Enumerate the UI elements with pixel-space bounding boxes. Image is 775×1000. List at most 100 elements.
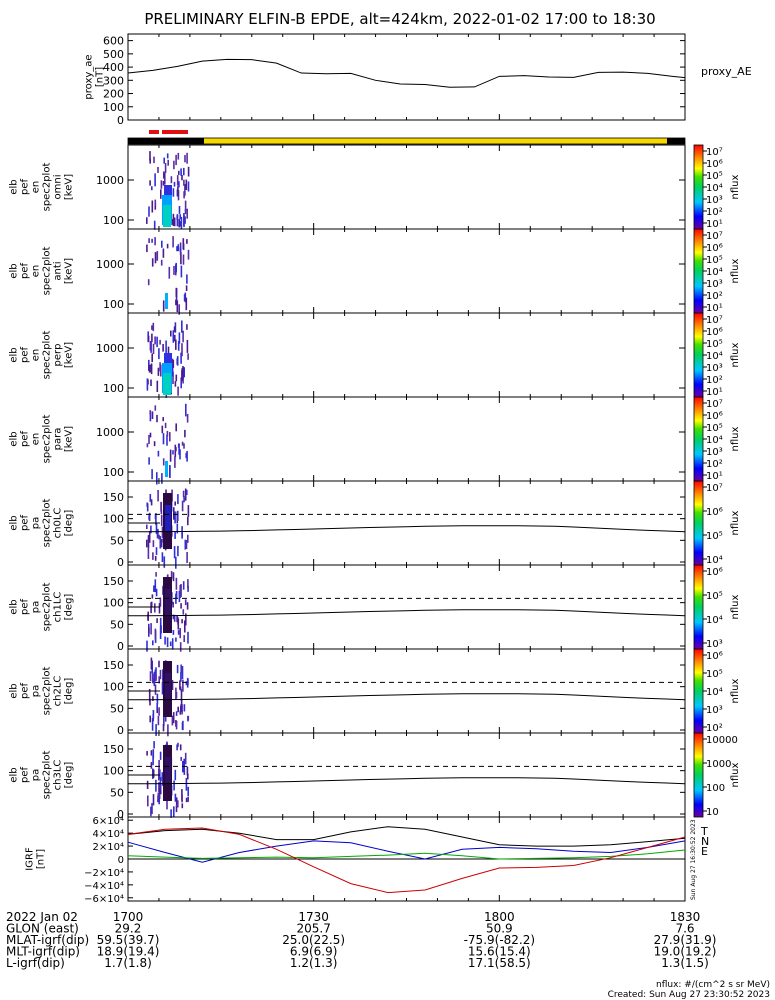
spec2plot-para-ylabel: para (53, 428, 64, 451)
footer-cell: 1700 (113, 910, 144, 924)
pa-ch1LC-ytick-label: 50 (110, 618, 124, 631)
spec2plot-perp-pixel (178, 332, 181, 344)
footer-row-label: L-igrf(dip) (6, 956, 65, 970)
spec2plot-anti-ytick-label: 1000 (96, 258, 124, 271)
spec2plot-perp-pixel (151, 325, 153, 330)
pa-ch3LC-pixel (186, 766, 189, 776)
spec2plot-perp-pixel (160, 364, 162, 377)
pa-ch3LC-colorbar-tick-label: 1000 (706, 759, 731, 770)
spec2plot-omni-pixel (160, 189, 162, 199)
spec2plot-perp-frame (127, 312, 686, 398)
pa-ch1LC-pixel (173, 614, 176, 622)
pa-ch1LC-ylabel: pa (31, 601, 42, 613)
spec2plot-omni-pixel (173, 217, 176, 227)
pa-ch1LC-pixel (172, 601, 174, 608)
pa-ch0LC-ylabel: elb (9, 515, 20, 530)
pa-ch3LC-pixel (175, 797, 178, 806)
pa-ch3LC-pixel (146, 751, 148, 756)
pa-ch0LC-pixel (146, 539, 148, 548)
pa-ch1LC-pixel (185, 613, 187, 626)
spec2plot-para-pixel (183, 443, 185, 449)
pa-ch2LC-pixel (151, 673, 154, 684)
spec2plot-para-pixel (157, 450, 160, 457)
spec2plot-perp-colorbar-tick-label: 10⁴ (706, 351, 723, 362)
spec2plot-perp-pixel (181, 343, 183, 357)
spec2plot-omni-pixel (164, 172, 166, 185)
igrf-ytick-label: 2×10⁴ (93, 842, 124, 853)
pa-ch3LC-pixel (162, 778, 164, 786)
pa-ch2LC-pixel (158, 660, 160, 668)
spec2plot-anti-colorbar-tick-label: 10² (706, 291, 723, 302)
pa-ch3LC-ylabel: ch3LC (53, 760, 64, 791)
pa-ch3LC-pixel (166, 798, 168, 810)
spec2plot-para-pixel (148, 457, 150, 465)
spec2plot-anti-flux-patch (165, 293, 168, 309)
spec2plot-para-pixel (166, 434, 168, 446)
pa-ch2LC-pixel (181, 666, 184, 679)
pa-ch1LC-pixel (180, 584, 182, 598)
pa-ch1LC-pixel (152, 640, 154, 646)
spec2plot-perp-ytick-label: 100 (103, 382, 124, 395)
spec2plot-anti-pixel (161, 240, 163, 248)
spec2plot-para-colorbar-tick-label: 10⁶ (706, 411, 723, 422)
pa-ch3LC-pixel (158, 793, 160, 805)
pa-ch2LC-pixel (155, 667, 157, 680)
pa-ch0LC-pixel (187, 534, 189, 543)
pa-ch0LC-colorbar (693, 480, 704, 566)
footer-row-label: MLAT-igrf(dip) (6, 933, 89, 947)
pa-ch3LC-pixel (152, 769, 155, 778)
pa-ch1LC-pixel (184, 620, 186, 633)
pa-ch2LC-ylabel: ch2LC (53, 676, 64, 707)
pa-ch2LC-ylabel: pef (20, 683, 31, 700)
spec2plot-omni-pixel (151, 200, 154, 213)
units-note: nflux: #/(cm^2 s sr MeV) (656, 980, 770, 990)
pa-ch0LC-pixel (182, 490, 185, 498)
pa-ch0LC-pixel (177, 510, 179, 521)
pa-ch3LC-ylabel: elb (9, 767, 20, 782)
proxy-ae-ytick-label: 300 (103, 74, 124, 87)
pa-ch1LC-pixel (150, 601, 153, 607)
pa-ch2LC-flux-patch (165, 673, 171, 699)
pa-ch1LC-pixel (148, 627, 150, 634)
spec2plot-para-pixel (156, 414, 158, 423)
spec2plot-anti-pixel (182, 238, 185, 250)
spec2plot-perp-pixel (177, 386, 179, 396)
pa-ch0LC-pixel (147, 547, 150, 559)
pa-ch0LC-pixel (181, 526, 183, 539)
spec2plot-omni-colorbar-tick-label: 10⁷ (706, 147, 723, 158)
pa-ch0LC-ylabel: ch0LC (53, 508, 64, 539)
spec2plot-omni-ylabel: omni (53, 175, 64, 200)
spec2plot-anti-ylabel: [keV] (64, 258, 75, 284)
spec2plot-perp-pixel (158, 348, 160, 360)
pa-ch2LC-ytick-label: 0 (117, 724, 124, 737)
pa-ch3LC-ylabel: pa (31, 769, 42, 781)
pa-ch0LC-pixel (148, 530, 151, 543)
pa-ch3LC-pixel (151, 803, 153, 814)
proxy-ae-ytick-label: 600 (103, 35, 124, 48)
pa-ch2LC-pixel (167, 724, 169, 737)
pa-ch0LC-pixel (152, 540, 155, 547)
pa-ch1LC-pixel (171, 638, 174, 650)
pa-ch2LC-pixel (180, 704, 182, 712)
spec2plot-para-ylabel: spec2plot (42, 415, 53, 464)
pa-ch3LC-pixel (146, 780, 149, 789)
spec2plot-anti-ylabel: en (31, 265, 42, 278)
pa-ch1LC-pixel (159, 617, 162, 628)
spec2plot-perp-ylabel: pef (20, 347, 31, 364)
spec2plot-para-colorbar-tick-label: 10⁵ (706, 423, 723, 434)
spec2plot-perp-pixel (172, 372, 174, 384)
pa-ch0LC-ytick-label: 0 (117, 556, 124, 569)
spec2plot-para-ylabel: [keV] (64, 426, 75, 452)
footer-cell: 7.6 (675, 922, 694, 936)
spec2plot-anti-pixel (148, 238, 150, 243)
pa-ch0LC-pixel (155, 523, 158, 535)
pa-ch2LC-pixel (176, 664, 179, 674)
spec2plot-perp-pixel (151, 353, 153, 363)
spec2plot-anti-ylabel: pef (20, 263, 31, 280)
pa-ch1LC-colorbar-tick-label: 10³ (706, 639, 723, 650)
igrf-ytick-label: −2×10⁴ (84, 868, 124, 879)
footer-cell: 1730 (298, 910, 329, 924)
pa-ch3LC-ytick-label: 100 (103, 765, 124, 778)
spec2plot-perp-pixel (157, 367, 160, 376)
pa-ch2LC-pixel (157, 715, 160, 726)
